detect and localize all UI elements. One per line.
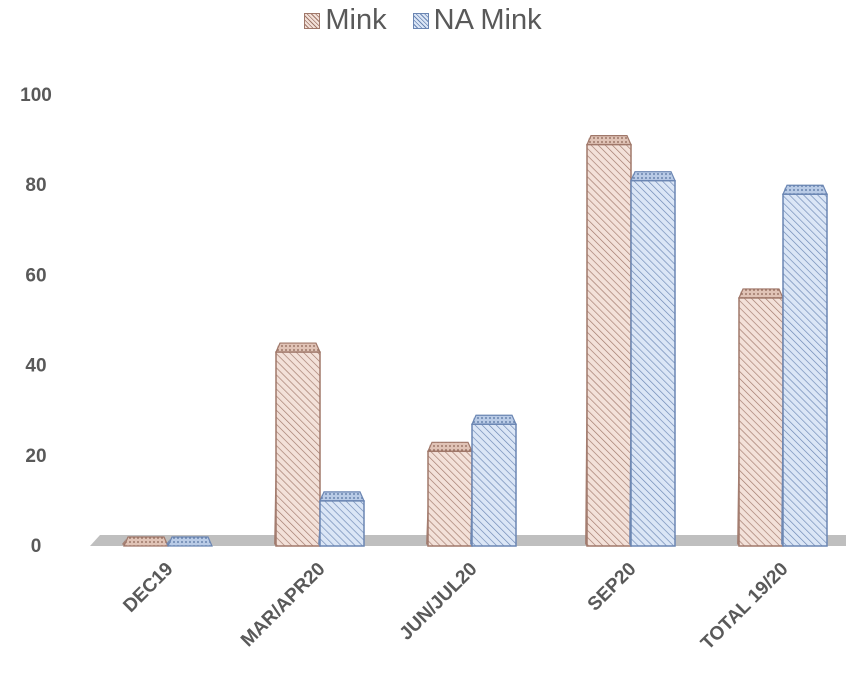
legend-item-na-mink: NA Mink xyxy=(412,4,542,37)
bar xyxy=(585,135,632,547)
y-tick-label: 80 xyxy=(25,175,46,196)
legend-label-mink: Mink xyxy=(325,4,387,36)
bar xyxy=(737,288,784,547)
x-tick-label: DEC19 xyxy=(119,559,177,617)
bar xyxy=(274,342,321,547)
x-tick-label: MAR/APR20 xyxy=(237,559,329,651)
bar xyxy=(781,184,828,547)
bar xyxy=(318,491,365,547)
x-tick-label: SEP20 xyxy=(584,559,641,616)
y-axis-ticks: 0 20 40 60 80 100 xyxy=(20,85,52,557)
x-tick-label: JUN/JUL20 xyxy=(396,559,482,645)
x-axis-ticks: DEC19 MAR/APR20 JUN/JUL20 SEP20 TOTAL 19/20 xyxy=(119,559,792,654)
y-tick-label: 0 xyxy=(31,536,42,557)
bar xyxy=(426,441,473,547)
legend-swatch-mink xyxy=(304,12,321,29)
bar xyxy=(470,414,517,547)
y-tick-label: 100 xyxy=(20,85,52,106)
y-tick-label: 20 xyxy=(25,446,46,467)
y-tick-label: 60 xyxy=(25,265,46,286)
bar xyxy=(122,536,169,547)
legend-swatch-na-mink xyxy=(412,12,429,29)
y-tick-label: 40 xyxy=(25,356,46,377)
bar xyxy=(166,536,213,547)
legend-label-na-mink: NA Mink xyxy=(433,4,542,36)
legend-item-mink: Mink xyxy=(304,4,387,37)
bar xyxy=(629,171,676,547)
legend: Mink NA Mink xyxy=(0,4,846,37)
x-tick-label: TOTAL 19/20 xyxy=(697,559,792,654)
bars xyxy=(122,135,828,547)
